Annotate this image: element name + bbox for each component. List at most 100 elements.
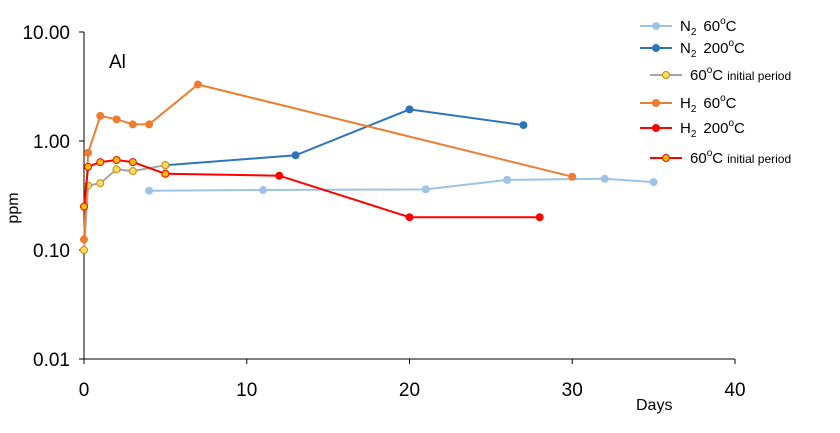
data-point (405, 213, 414, 222)
series-line (165, 108, 524, 167)
y-tick-label: 10.00 (22, 23, 70, 44)
legend-label-temp: 60 (703, 18, 720, 35)
data-point (128, 158, 137, 167)
series-1 (161, 105, 528, 170)
y-axis-label: ppm (5, 192, 22, 223)
series-3 (80, 80, 577, 244)
data-point (112, 155, 121, 164)
data-point (96, 158, 105, 167)
legend-label-temp: 200 (703, 120, 728, 137)
data-point (112, 115, 121, 124)
legend-item: H2 200oC (640, 118, 745, 140)
legend-label-main: N (680, 18, 691, 35)
data-point (535, 213, 544, 222)
legend-item: N2 60oC (640, 16, 737, 38)
data-point (128, 120, 137, 129)
plot-area: 10.00 1.00 0.10 0.01 0 10 20 30 40 (22, 23, 745, 401)
legend-item: 60oC initial period (650, 65, 791, 84)
legend-label-sup: o (720, 16, 726, 27)
legend-label-unit: C (712, 150, 723, 167)
legend-label: H2 200oC (680, 118, 745, 140)
legend-label-unit: C (734, 40, 745, 57)
data-point (145, 120, 154, 129)
legend-label-sup: o (728, 118, 734, 129)
series-line (149, 177, 654, 192)
x-tick-label: 30 (562, 380, 583, 401)
data-point (128, 167, 137, 176)
legend-label-sup: o (707, 148, 713, 159)
legend-label-main: N (680, 40, 691, 57)
legend-label-main: H (680, 120, 691, 137)
data-point (275, 171, 284, 180)
data-point (519, 121, 528, 130)
series-2 (80, 161, 170, 254)
legend-swatch-marker (662, 71, 670, 79)
data-point (84, 162, 93, 171)
series-line (83, 164, 166, 251)
x-tick-label: 20 (399, 380, 420, 401)
y-tick-label: 0.01 (33, 350, 70, 371)
legend-swatch-marker (652, 99, 660, 107)
legend-label-sup: o (707, 65, 713, 76)
series-5 (80, 155, 170, 211)
y-tick-label: 0.10 (33, 241, 70, 262)
legend-label-temp: 60 (690, 67, 707, 84)
y-axis-ticks: 10.00 1.00 0.10 0.01 (22, 23, 84, 371)
data-point (193, 80, 202, 89)
series-layer (80, 80, 658, 254)
legend-label-tail: initial period (727, 69, 791, 83)
legend-label-main: H (680, 95, 691, 112)
series-line (165, 172, 540, 219)
legend-label-unit: C (726, 18, 737, 35)
data-point (421, 185, 430, 194)
legend-item: H2 60oC (640, 93, 737, 115)
legend-label-sup: o (728, 38, 734, 49)
legend-label: N2 200oC (680, 38, 745, 60)
x-tick-label: 10 (236, 380, 257, 401)
legend-label-sup: o (720, 93, 726, 104)
x-axis-ticks: 0 10 20 30 40 (79, 359, 746, 401)
legend-swatch-marker (652, 44, 660, 52)
legend-label-temp: 200 (703, 40, 728, 57)
series-0 (145, 174, 658, 195)
data-point (112, 165, 121, 174)
legend-label: N2 60oC (680, 16, 737, 38)
legend-label: H2 60oC (680, 93, 737, 115)
data-point (503, 175, 512, 184)
data-point (84, 148, 93, 157)
data-point (96, 111, 105, 120)
legend-label-temp: 60 (690, 150, 707, 167)
data-point (568, 172, 577, 181)
data-point (600, 174, 609, 183)
data-point (291, 151, 300, 160)
legend-swatch-marker (662, 154, 670, 162)
legend-label-sub: 2 (691, 129, 697, 140)
legend-label-temp: 60 (703, 95, 720, 112)
legend-item: 60oC initial period (650, 148, 791, 167)
series-line (83, 83, 573, 240)
legend-label-tail: initial period (727, 152, 791, 166)
legend-swatch-marker (652, 22, 660, 30)
legend-label-unit: C (734, 120, 745, 137)
panel-label: Al (109, 52, 126, 73)
legend-item: N2 200oC (640, 38, 745, 60)
legend-label: 60oC initial period (690, 65, 791, 84)
data-point (80, 246, 88, 254)
legend-label-sub: 2 (691, 49, 697, 60)
legend-label-sub: 2 (691, 104, 697, 115)
data-point (161, 161, 170, 170)
data-point (145, 186, 154, 195)
x-tick-label: 0 (79, 380, 90, 401)
series-line (83, 158, 166, 207)
legend-label-unit: C (712, 67, 723, 84)
legend-swatch-marker (652, 124, 660, 132)
legend-label-sub: 2 (691, 27, 697, 38)
data-point (405, 105, 414, 114)
x-axis-label: Days (636, 397, 672, 414)
legend-label: 60oC initial period (690, 148, 791, 167)
data-point (80, 235, 88, 244)
data-point (80, 202, 88, 211)
y-tick-label: 1.00 (33, 132, 70, 153)
